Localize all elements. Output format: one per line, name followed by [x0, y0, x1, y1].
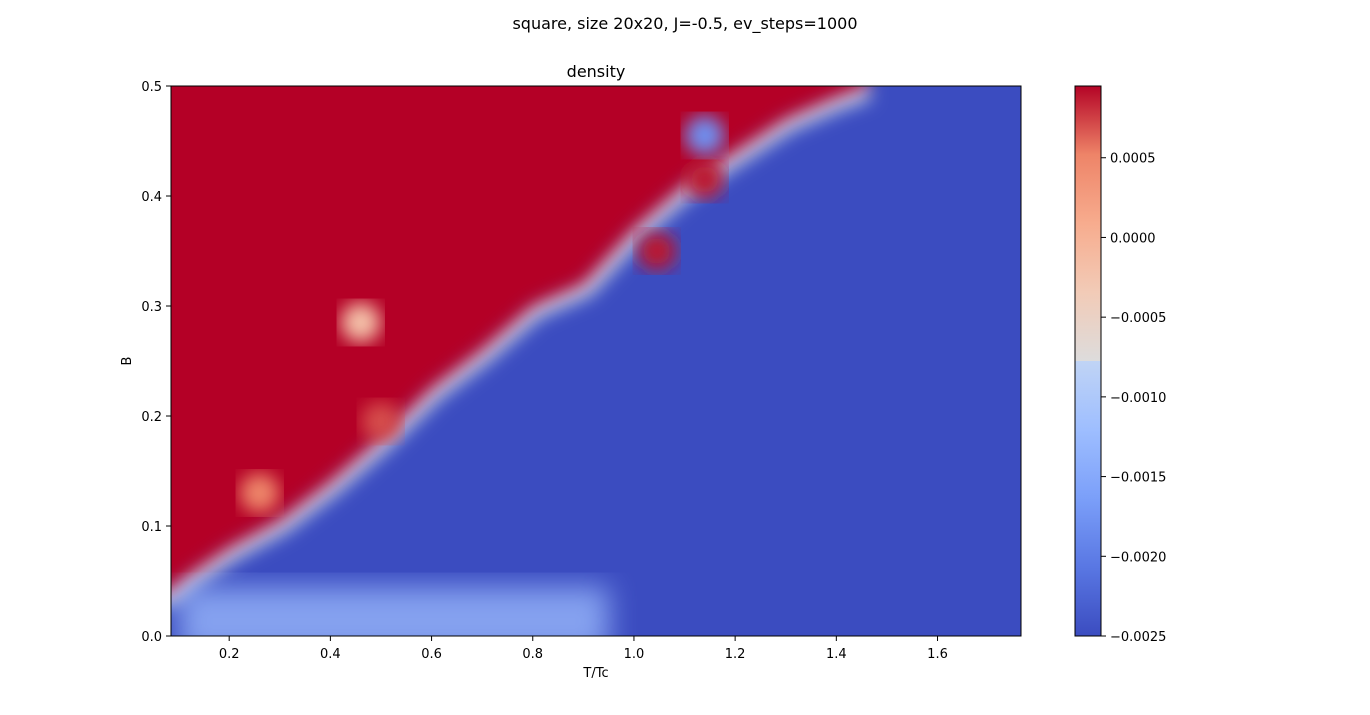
heatmap-blob-1	[636, 231, 677, 271]
plot-frame	[170, 85, 1022, 637]
y-axis-label: B	[120, 357, 135, 366]
x-tick-label: 0.4	[320, 647, 341, 662]
colorbar-tick-label: 0.0000	[1110, 231, 1156, 246]
y-tick-label: 0.5	[141, 80, 162, 95]
y-tick-label: 0.4	[141, 190, 162, 205]
y-tick-label: 0.3	[141, 300, 162, 315]
heatmap-layers	[171, 86, 872, 636]
colorbar-tick-label: −0.0025	[1110, 630, 1166, 645]
y-tick-label: 0.0	[141, 630, 162, 645]
colorbar-tick-label: −0.0020	[1110, 550, 1166, 565]
heatmap-blob-4	[239, 473, 280, 513]
high-density-region	[171, 86, 867, 592]
colorbar-tick-label: 0.0005	[1110, 152, 1156, 167]
x-tick-label: 1.4	[826, 647, 847, 662]
x-tick-label: 1.6	[927, 647, 948, 662]
heatmap-blob-0	[340, 302, 381, 343]
heatmap-blob-3	[684, 115, 725, 156]
x-axis-label: T/Tc	[582, 666, 608, 681]
colorbar-tick-label: −0.0005	[1110, 311, 1166, 326]
y-tick-label: 0.2	[141, 410, 162, 425]
x-tick-label: 1.2	[725, 647, 746, 662]
chart-title: density	[567, 62, 626, 81]
x-axis: 0.2 0.4 0.6 0.8 1.0 1.2 1.4 1.6	[219, 636, 948, 662]
suptitle: square, size 20x20, J=-0.5, ev_steps=100…	[512, 14, 857, 34]
x-tick-label: 0.8	[522, 647, 543, 662]
colorbar: 0.0005 0.0000 −0.0005 −0.0010 −0.0015 −0.0020…	[1074, 85, 1166, 645]
colorbar-gradient	[1074, 85, 1102, 637]
heatmap-blob-5	[360, 401, 401, 442]
x-tick-label: 0.2	[219, 647, 240, 662]
colorbar-ticks: 0.0005 0.0000 −0.0005 −0.0010 −0.0015 −0.0020…	[1101, 152, 1166, 645]
heatmap	[171, 86, 1021, 636]
x-tick-label: 1.0	[624, 647, 645, 662]
heatmap-blob-2	[684, 159, 725, 200]
y-tick-label: 0.1	[141, 520, 162, 535]
y-axis: 0.0 0.1 0.2 0.3 0.4 0.5	[141, 80, 171, 645]
colorbar-tick-label: −0.0010	[1110, 391, 1166, 406]
low-density-band	[178, 586, 609, 636]
colorbar-tick-label: −0.0015	[1110, 471, 1166, 486]
x-tick-label: 0.6	[421, 647, 442, 662]
